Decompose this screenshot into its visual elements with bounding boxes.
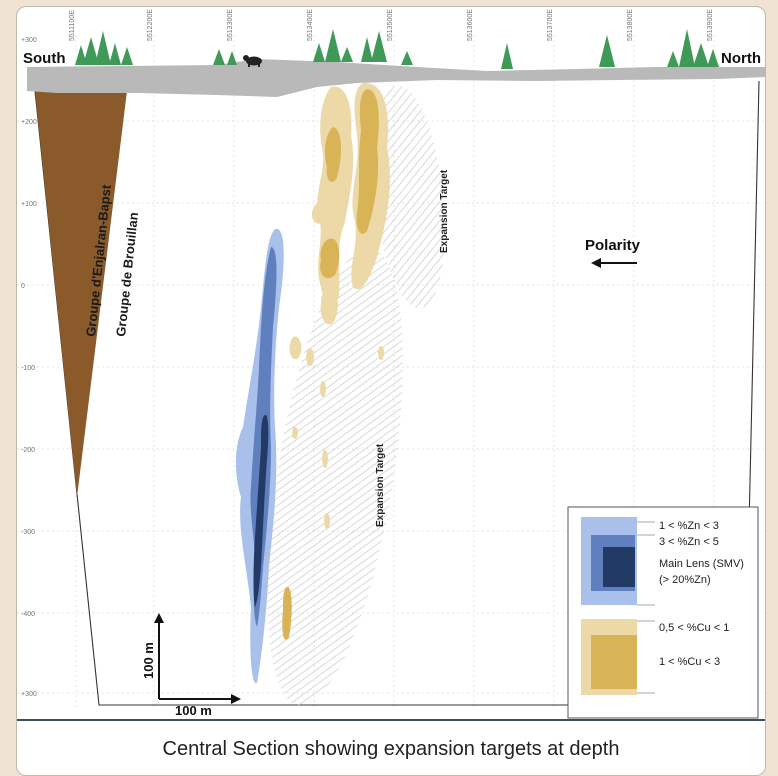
tree-icon: [121, 47, 133, 65]
tree-icon: [667, 51, 679, 67]
formation-wedge: [35, 91, 127, 497]
legend-label-cu-high: 1 < %Cu < 3: [659, 656, 720, 668]
easting-tick: 5513700E: [547, 9, 554, 41]
tree-icon: [599, 35, 615, 67]
expansion-target-label-lower: Expansion Target: [375, 443, 386, 527]
scale-label-vertical: 100 m: [141, 642, 156, 679]
cu-zone-low: [378, 346, 384, 360]
legend: 1 < %Zn < 3 3 < %Zn < 5 Main Lens (SMV) …: [567, 506, 759, 719]
tree-icon: [83, 37, 99, 65]
easting-tick: 5513300E: [227, 9, 234, 41]
zn-main-lens: [253, 414, 269, 607]
expansion-target-label-upper: Expansion Target: [439, 169, 450, 253]
elevation-tick: +300: [21, 37, 37, 44]
elevation-tick: -200: [21, 447, 35, 454]
polarity-label: Polarity: [585, 237, 641, 254]
caption-text: Central Section showing expansion target…: [162, 737, 620, 760]
tree-icon: [75, 45, 87, 65]
tree-icon: [95, 31, 111, 65]
tree-icon: [679, 29, 695, 67]
scale-arrow-up: [154, 613, 164, 623]
easting-tick: 5511100E: [69, 10, 76, 41]
easting-tick: 5513500E: [387, 9, 394, 41]
copper-zones: [282, 82, 390, 640]
scale-label-horizontal: 100 m: [175, 703, 212, 718]
elevation-tick: +300: [21, 691, 37, 698]
tree-icons: [75, 29, 719, 69]
legend-label-zn-low: 1 < %Zn < 3: [659, 520, 719, 532]
cu-zone-low: [320, 289, 338, 325]
figure-frame: 5511100E 5512200E 5513300E 5513400E 5513…: [16, 6, 766, 776]
cu-zone-low: [306, 348, 314, 366]
tree-icon: [227, 51, 237, 65]
easting-tick: 5513400E: [307, 9, 314, 41]
cu-zone-high: [320, 238, 340, 279]
tree-icon: [371, 31, 387, 62]
tree-icon: [401, 51, 413, 65]
expansion-target-lower: [267, 247, 403, 707]
north-label: North: [721, 50, 761, 67]
easting-tick: 5513800E: [627, 9, 634, 41]
cu-zone-low: [320, 381, 326, 397]
figure-caption: Central Section showing expansion target…: [17, 719, 765, 775]
tree-icon: [361, 37, 373, 62]
elevation-tick: -100: [21, 365, 35, 372]
legend-swatch-main-lens: [603, 547, 635, 587]
tree-icon: [341, 47, 353, 62]
elevation-tick: +200: [21, 119, 37, 126]
cross-section: 5511100E 5512200E 5513300E 5513400E 5513…: [17, 9, 765, 719]
cu-zone-high: [356, 89, 379, 234]
easting-ticks: 5511100E 5512200E 5513300E 5513400E 5513…: [69, 9, 714, 41]
legend-label-cu-low: 0,5 < %Cu < 1: [659, 622, 729, 634]
cu-zone-low: [322, 450, 328, 468]
easting-tick: 5512200E: [147, 9, 154, 41]
tree-icon: [213, 49, 225, 65]
cu-zone-low: [311, 202, 331, 224]
legend-label-main-lens: Main Lens (SMV): [659, 558, 744, 570]
tree-icon: [313, 43, 325, 62]
polarity-arrowhead: [591, 258, 601, 268]
easting-tick: 5513900E: [707, 9, 714, 41]
ground-surface: [27, 59, 765, 97]
cu-zone-high: [282, 586, 292, 640]
tree-icon: [693, 43, 709, 67]
bear-icon: [243, 55, 262, 67]
zinc-lens: [235, 228, 284, 684]
elevation-tick: +100: [21, 201, 37, 208]
legend-swatch-cu-high: [591, 635, 637, 689]
expansion-target-upper: [373, 85, 445, 309]
legend-label-main-lens-grade: (> 20%Zn): [659, 574, 711, 586]
elevation-tick: -400: [21, 611, 35, 618]
tree-icon: [109, 43, 121, 65]
cu-zone-low: [324, 513, 330, 529]
elevation-ticks: +300 +200 +100 0 -100 -200 -300 -400 +30…: [21, 37, 37, 698]
elevation-tick: 0: [21, 283, 25, 290]
tree-icon: [707, 49, 719, 67]
cu-zone-low: [289, 336, 302, 360]
tree-icon: [501, 43, 513, 69]
cu-zone-high: [325, 127, 342, 182]
formation-label-brouillan: Groupe de Brouillan: [113, 211, 141, 337]
elevation-tick: -300: [21, 529, 35, 536]
scale-arrow-right: [231, 694, 241, 704]
legend-label-zn-mid: 3 < %Zn < 5: [659, 536, 719, 548]
easting-tick: 5513600E: [467, 9, 474, 41]
tree-icon: [325, 29, 341, 62]
south-label: South: [23, 50, 66, 67]
cu-zone-low: [292, 427, 298, 439]
